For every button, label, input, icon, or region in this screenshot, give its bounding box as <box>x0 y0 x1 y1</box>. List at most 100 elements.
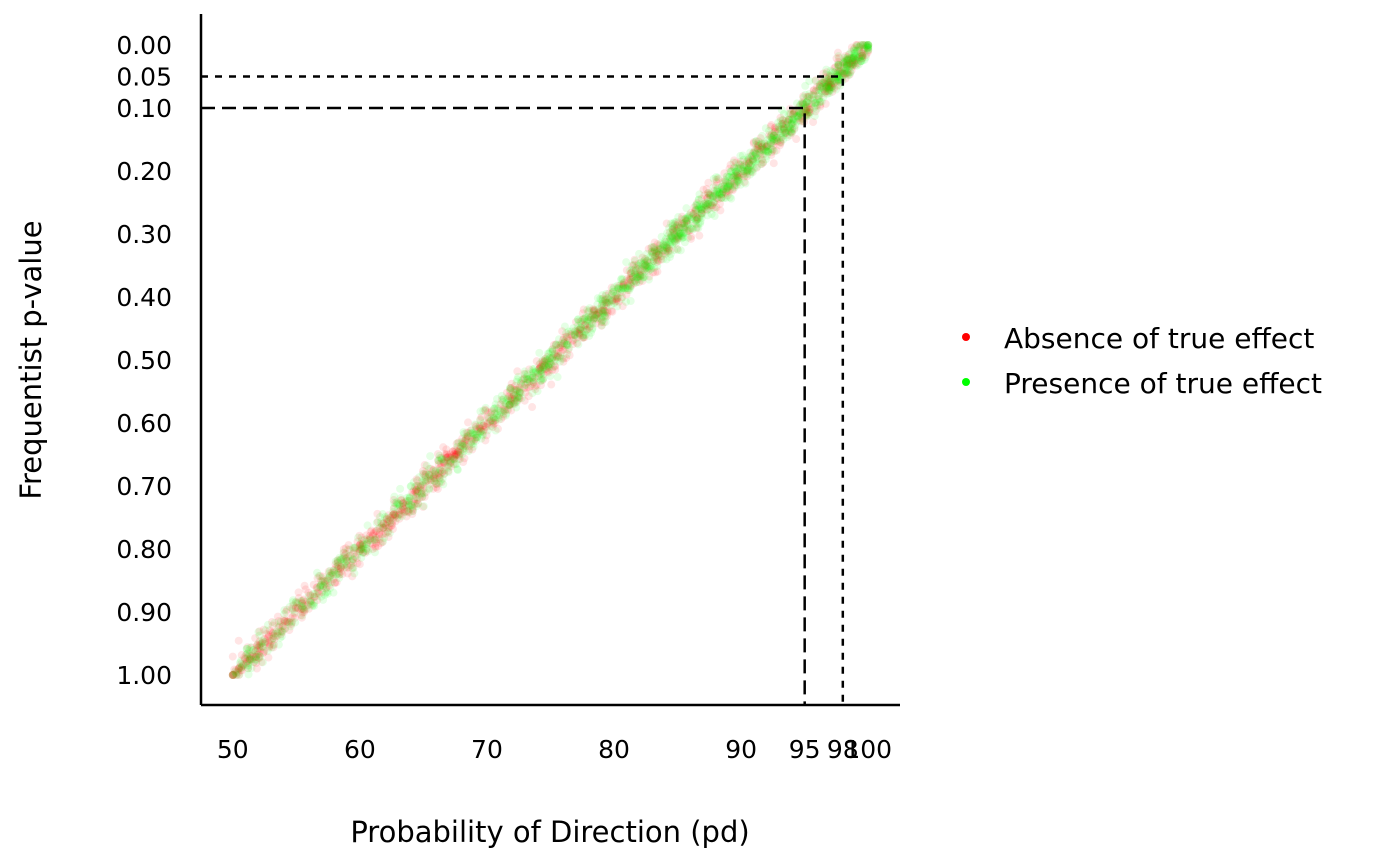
point-absence <box>264 653 273 662</box>
point-absence <box>292 603 301 612</box>
point-absence <box>828 87 837 96</box>
point-absence <box>228 671 237 679</box>
point-absence <box>781 128 790 137</box>
point-presence <box>785 123 794 132</box>
point-absence <box>660 242 669 251</box>
point-absence <box>581 321 590 330</box>
point-presence <box>766 139 775 148</box>
point-absence <box>663 247 672 256</box>
point-absence <box>815 81 824 90</box>
point-presence <box>246 643 255 652</box>
point-presence <box>821 77 830 86</box>
point-presence <box>845 54 854 63</box>
point-presence <box>823 89 832 98</box>
point-absence <box>530 373 539 382</box>
point-absence <box>505 387 514 396</box>
point-presence <box>537 366 546 375</box>
point-absence <box>337 564 346 573</box>
point-presence <box>544 363 553 372</box>
point-absence <box>243 657 252 666</box>
point-absence <box>740 172 749 181</box>
point-absence <box>654 256 663 265</box>
point-presence <box>746 170 755 179</box>
point-absence <box>823 87 832 96</box>
point-presence <box>438 474 447 483</box>
point-presence <box>674 231 683 240</box>
point-presence <box>258 658 267 667</box>
point-presence <box>709 198 718 207</box>
point-presence <box>828 83 837 92</box>
point-absence <box>454 455 463 464</box>
point-presence <box>845 54 854 63</box>
point-absence <box>488 417 497 426</box>
point-presence <box>478 431 487 440</box>
point-absence <box>280 617 289 626</box>
point-presence <box>741 179 750 188</box>
x-tick-label: 60 <box>344 735 376 764</box>
point-absence <box>798 99 807 108</box>
point-absence <box>599 306 608 315</box>
point-absence <box>412 499 421 508</box>
points-layer <box>228 41 873 679</box>
point-absence <box>603 306 612 315</box>
point-presence <box>749 164 758 173</box>
point-absence <box>350 552 359 561</box>
point-presence <box>642 249 651 258</box>
point-absence <box>785 131 794 140</box>
point-absence <box>661 249 670 258</box>
point-absence <box>844 68 853 77</box>
point-absence <box>732 181 741 190</box>
point-presence <box>380 533 389 542</box>
point-absence <box>826 81 835 90</box>
point-absence <box>439 469 448 478</box>
point-absence <box>733 171 742 180</box>
point-presence <box>762 152 771 161</box>
point-presence <box>757 139 766 148</box>
point-absence <box>833 77 842 86</box>
point-presence <box>502 395 511 404</box>
point-absence <box>607 289 616 298</box>
point-presence <box>638 260 647 269</box>
point-absence <box>355 541 364 550</box>
point-presence <box>710 191 719 200</box>
point-absence <box>485 414 494 423</box>
point-presence <box>822 65 831 74</box>
point-presence <box>763 136 772 145</box>
point-presence <box>490 409 499 418</box>
point-absence <box>664 245 673 254</box>
point-presence <box>811 76 820 85</box>
point-presence <box>255 631 264 640</box>
point-absence <box>707 201 716 210</box>
point-presence <box>506 385 515 394</box>
point-absence <box>518 380 527 389</box>
point-presence <box>425 470 434 479</box>
point-presence <box>501 399 510 408</box>
point-absence <box>234 664 243 673</box>
point-absence <box>476 424 485 433</box>
point-absence <box>338 570 347 579</box>
point-absence <box>848 56 857 65</box>
point-presence <box>681 214 690 223</box>
point-presence <box>846 68 855 77</box>
point-presence <box>792 117 801 126</box>
point-absence <box>444 460 453 469</box>
point-presence <box>712 194 721 203</box>
point-presence <box>457 441 466 450</box>
point-presence <box>565 343 574 352</box>
point-absence <box>458 440 467 449</box>
point-presence <box>501 411 510 420</box>
point-presence <box>453 442 462 451</box>
point-absence <box>320 580 329 589</box>
point-presence <box>425 470 434 479</box>
point-presence <box>407 501 416 510</box>
point-absence <box>723 186 732 195</box>
point-absence <box>575 329 584 338</box>
point-presence <box>522 374 531 383</box>
point-presence <box>753 144 762 153</box>
point-absence <box>591 310 600 319</box>
point-absence <box>346 561 355 570</box>
point-absence <box>739 169 748 178</box>
point-presence <box>843 60 852 69</box>
point-absence <box>809 86 818 95</box>
point-presence <box>642 264 651 273</box>
